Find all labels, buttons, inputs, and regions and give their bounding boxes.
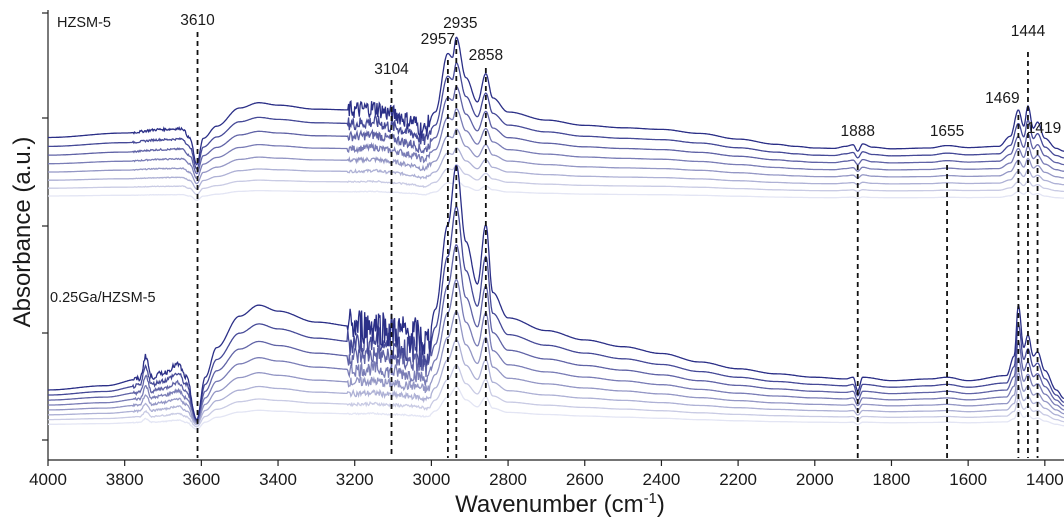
- x-tick-label-3000: 3000: [412, 470, 450, 489]
- spectrum-line-ga-hzsm5-1: [48, 386, 1064, 430]
- peak-label-3610: 3610: [180, 12, 215, 29]
- peak-label-1444: 1444: [1011, 23, 1046, 40]
- x-tick-label-4000: 4000: [29, 470, 67, 489]
- x-tick-label-3400: 3400: [259, 470, 297, 489]
- spectrum-line-ga-hzsm5-8: [48, 164, 1064, 421]
- spectrum-line-hzsm5-3: [48, 147, 1064, 190]
- y-axis-title: Absorbance (a.u.): [9, 137, 36, 328]
- x-tick-label-1600: 1600: [949, 470, 987, 489]
- spectrum-line-hzsm5-6: [48, 85, 1064, 175]
- spectrum-line-ga-hzsm5-5: [48, 279, 1064, 423]
- x-ticks: 4000 3800 3600 3400 3200 3000 2800 2600 2400 2200…: [29, 460, 1064, 489]
- spectrum-line-ga-hzsm5-2: [48, 364, 1064, 428]
- sample-label-hzsm5: HZSM-5: [57, 15, 111, 31]
- spectrum-line-hzsm5-7: [48, 62, 1064, 170]
- sample-label-ga-hzsm5: 0.25Ga/HZSM-5: [50, 290, 156, 306]
- spectrum-line-hzsm5-5: [48, 107, 1064, 180]
- peak-label-1655: 1655: [930, 123, 964, 140]
- spectrum-line-ga-hzsm5-6: [48, 244, 1064, 422]
- peak-label-1419: 1419: [1027, 120, 1061, 137]
- x-tick-label-3600: 3600: [182, 470, 220, 489]
- spectrum-line-ga-hzsm5-7: [48, 206, 1064, 421]
- x-axis-title-main: Wavenumber (cm: [455, 491, 643, 518]
- x-tick-label-2800: 2800: [489, 470, 527, 489]
- spectrum-line-hzsm5-8: [48, 36, 1064, 166]
- peak-label-2957: 2957: [421, 31, 455, 48]
- spectra-series: [48, 36, 1064, 430]
- x-tick-label-3800: 3800: [106, 470, 144, 489]
- x-tick-label-3200: 3200: [336, 470, 374, 489]
- x-tick-label-2600: 2600: [566, 470, 604, 489]
- spectrum-line-hzsm5-2: [48, 164, 1064, 196]
- x-axis-title-sup: -1: [644, 490, 657, 507]
- spectrum-line-ga-hzsm5-3: [48, 339, 1064, 426]
- peak-label-1888: 1888: [840, 123, 874, 140]
- x-tick-label-2400: 2400: [643, 470, 681, 489]
- spectrum-line-hzsm5-1: [48, 179, 1064, 201]
- peak-label-1469: 1469: [985, 90, 1019, 107]
- x-tick-label-1800: 1800: [873, 470, 911, 489]
- x-tick-label-2200: 2200: [719, 470, 757, 489]
- spectrum-line-ga-hzsm5-4: [48, 310, 1064, 424]
- spectrum-line-hzsm5-4: [48, 128, 1064, 185]
- x-tick-label-1400: 1400: [1026, 470, 1064, 489]
- peak-label-2858: 2858: [469, 47, 503, 64]
- peak-label-2935: 2935: [443, 15, 477, 32]
- x-axis-title: Wavenumber (cm-1): [455, 490, 665, 518]
- x-tick-label-2000: 2000: [796, 470, 834, 489]
- x-axis-title-end: ): [657, 491, 665, 518]
- y-ticks: [42, 12, 48, 441]
- peak-label-3104: 3104: [374, 61, 409, 78]
